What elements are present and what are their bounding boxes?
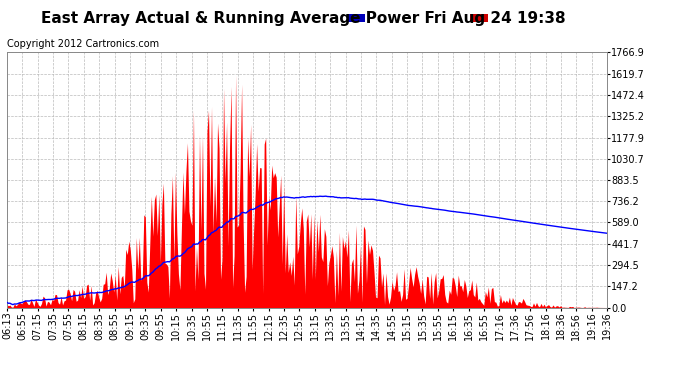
Legend: Average  (DC Watts), East Array  (DC Watts): Average (DC Watts), East Array (DC Watts… [346,12,602,26]
Text: Copyright 2012 Cartronics.com: Copyright 2012 Cartronics.com [7,39,159,50]
Text: East Array Actual & Running Average Power Fri Aug 24 19:38: East Array Actual & Running Average Powe… [41,11,566,26]
